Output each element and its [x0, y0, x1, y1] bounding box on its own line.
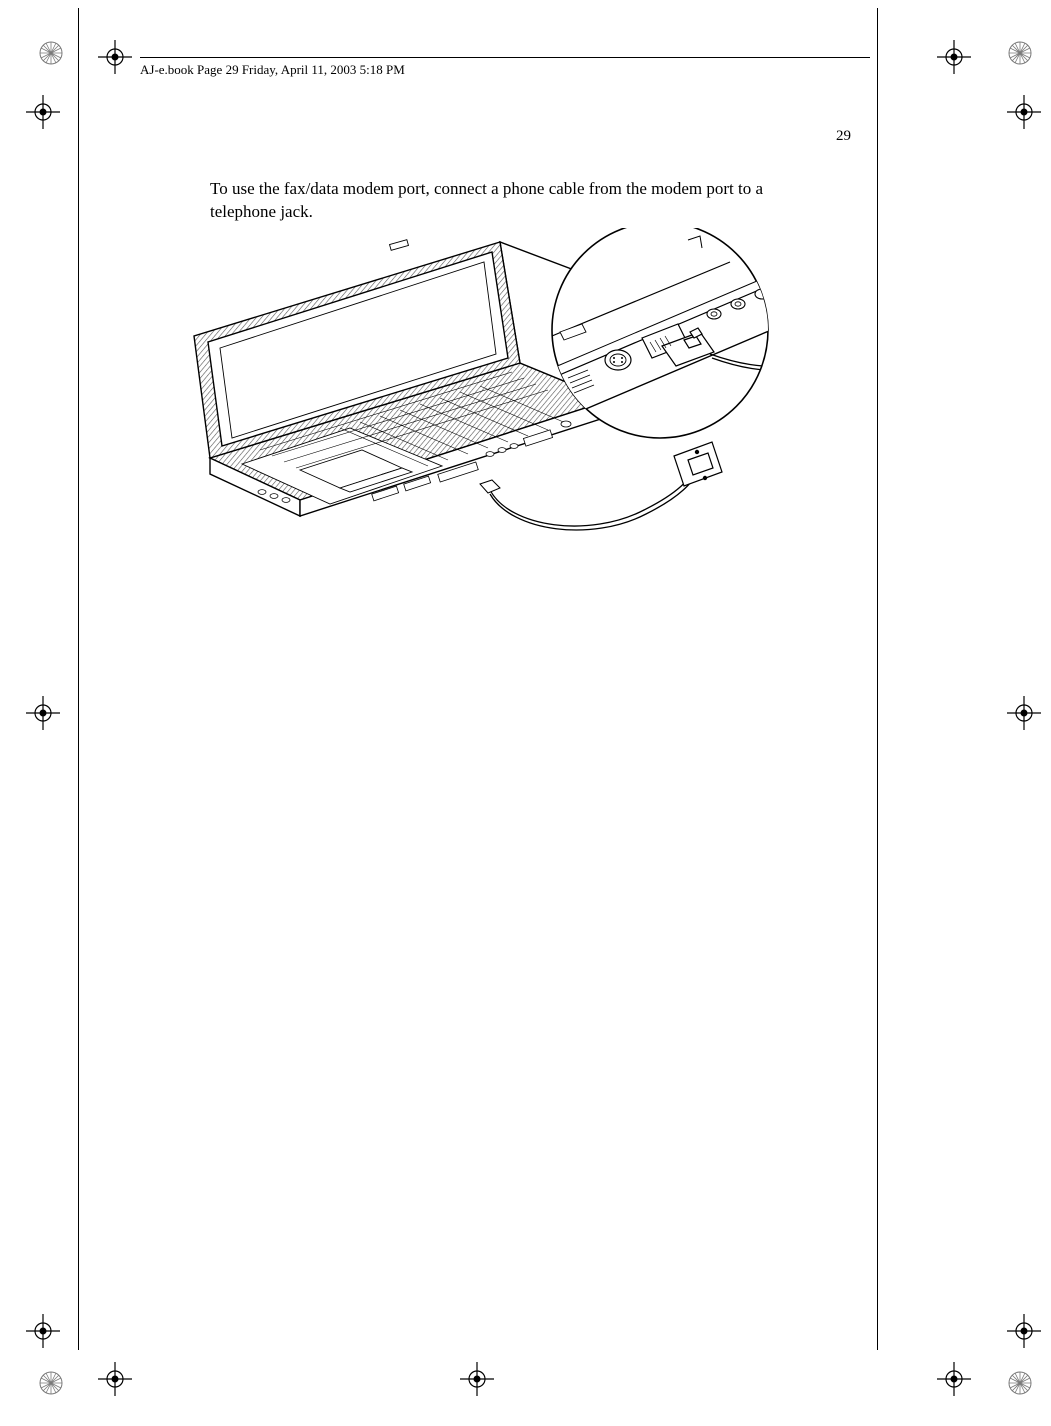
page-number: 29	[836, 128, 851, 145]
printer-mark-crosshair-icon	[26, 1314, 60, 1348]
printer-mark-crosshair-icon	[937, 1362, 971, 1396]
header-rule	[140, 57, 870, 58]
printer-mark-crosshair-icon	[937, 40, 971, 74]
running-head: AJ-e.book Page 29 Friday, April 11, 2003…	[140, 62, 411, 78]
printer-mark-screw-icon	[1007, 1370, 1033, 1396]
printer-mark-crosshair-icon	[98, 1362, 132, 1396]
printer-mark-crosshair-icon	[1007, 1314, 1041, 1348]
printer-mark-crosshair-icon	[26, 95, 60, 129]
printer-mark-screw-icon	[1007, 40, 1033, 66]
printer-mark-crosshair-icon	[98, 40, 132, 74]
printer-mark-screw-icon	[38, 40, 64, 66]
body-paragraph: To use the fax/data modem port, connect …	[210, 178, 810, 224]
printer-mark-crosshair-icon	[1007, 95, 1041, 129]
laptop-modem-illustration	[190, 228, 810, 548]
printer-mark-crosshair-icon	[26, 696, 60, 730]
printer-mark-screw-icon	[38, 1370, 64, 1396]
printer-mark-crosshair-icon	[1007, 696, 1041, 730]
printer-mark-crosshair-icon	[460, 1362, 494, 1396]
